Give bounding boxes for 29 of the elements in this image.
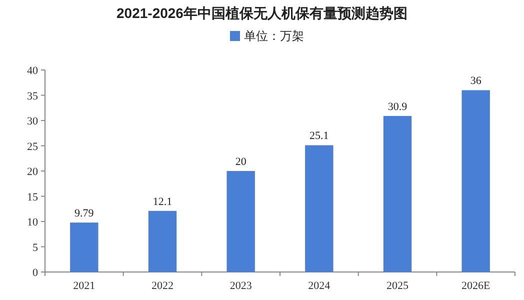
bar (462, 90, 490, 272)
bar (305, 145, 334, 272)
y-tick-label: 35 (27, 90, 38, 102)
bar (383, 116, 412, 272)
x-tick-label: 2026E (461, 280, 490, 292)
data-label: 25.1 (310, 130, 329, 142)
x-tick-label: 2023 (230, 280, 252, 292)
x-tick-label: 2022 (152, 280, 174, 292)
y-tick-label: 20 (27, 166, 38, 178)
y-tick-label: 15 (27, 191, 38, 204)
data-label: 20 (235, 156, 247, 168)
legend-label: 单位：万架 (244, 29, 304, 43)
x-tick-label: 2021 (73, 280, 96, 292)
data-label: 12.1 (152, 196, 172, 208)
y-tick-label: 0 (32, 267, 38, 279)
x-tick-label: 2025 (386, 280, 409, 292)
y-tick-label: 30 (27, 116, 38, 128)
bar (148, 210, 177, 272)
x-tick-label: 2024 (308, 280, 331, 292)
data-label: 9.79 (74, 208, 94, 220)
chart-title: 2021-2026年中国植保无人机保有量预测趋势图 (116, 5, 408, 21)
bar (70, 222, 98, 272)
y-tick-label: 40 (27, 65, 38, 77)
data-label: 30.9 (388, 100, 408, 113)
bar (226, 171, 255, 272)
y-tick-label: 25 (27, 140, 38, 153)
y-tick-label: 5 (32, 242, 38, 254)
data-label: 36 (470, 75, 482, 88)
y-tick-label: 10 (27, 216, 38, 228)
